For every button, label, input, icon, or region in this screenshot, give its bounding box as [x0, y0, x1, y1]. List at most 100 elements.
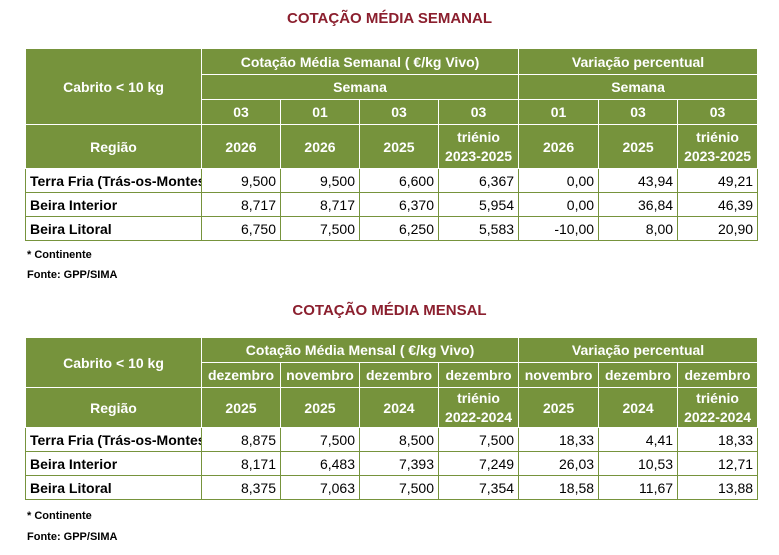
monthly-title: COTAÇÃO MÉDIA MENSAL [292, 302, 487, 319]
monthly-period-header: dezembro [437, 362, 520, 388]
value-cell: 7,500 [280, 427, 360, 452]
monthly-year-header: 2025 [280, 387, 360, 428]
weekly-table: Cabrito < 10 kg Cotação Média Semanal ( … [25, 48, 759, 241]
value-cell: 8,717 [280, 192, 360, 217]
value-cell: 5,954 [437, 192, 520, 217]
weekly-year-header: 2026 [518, 124, 600, 169]
monthly-table: Cabrito < 10 kg Cotação Média Mensal ( €… [25, 337, 759, 500]
region-cell: Beira Interior [25, 192, 202, 217]
value-cell: 9,500 [280, 168, 360, 193]
value-cell: 26,03 [518, 451, 600, 476]
value-cell: 4,41 [598, 427, 679, 452]
weekly-period-header: 01 [518, 99, 600, 125]
monthly-group-price-header: Cotação Média Mensal ( €/kg Vivo) [200, 337, 520, 363]
value-cell: 8,171 [201, 451, 281, 476]
value-cell: 8,500 [359, 427, 439, 452]
monthly-note: * Continente [27, 510, 92, 522]
value-cell: 7,393 [359, 451, 439, 476]
table-row: Beira Interior 8,717 8,717 6,370 5,954 0… [25, 192, 759, 217]
monthly-year-header: triénio 2022-2024 [437, 387, 520, 428]
value-cell: 6,483 [280, 451, 360, 476]
value-cell: 20,90 [677, 216, 759, 241]
weekly-note: * Continente [27, 249, 92, 261]
weekly-group-price-header: Cotação Média Semanal ( €/kg Vivo) [200, 48, 520, 75]
value-cell: 18,33 [518, 427, 600, 452]
weekly-period-header: 03 [677, 99, 759, 125]
value-cell: 36,84 [598, 192, 679, 217]
weekly-corner-header: Cabrito < 10 kg [25, 48, 202, 125]
weekly-group-variation-header: Variação percentual [518, 48, 759, 75]
monthly-region-header: Região [25, 387, 202, 428]
monthly-source: Fonte: GPP/SIMA [27, 531, 118, 543]
table-row: Beira Litoral 6,750 7,500 6,250 5,583 -1… [25, 216, 759, 241]
value-cell: 10,53 [598, 451, 679, 476]
weekly-period-header: 03 [359, 99, 439, 125]
value-cell: 8,375 [201, 475, 281, 500]
value-cell: 6,750 [201, 216, 281, 241]
weekly-year-header: 2026 [280, 124, 360, 169]
value-cell: 8,00 [598, 216, 679, 241]
value-cell: 7,249 [437, 451, 520, 476]
table-row: Beira Litoral 8,375 7,063 7,500 7,354 18… [25, 475, 759, 500]
monthly-group-variation-header: Variação percentual [518, 337, 759, 363]
weekly-year-header: 2026 [201, 124, 281, 169]
value-cell: 18,33 [677, 427, 759, 452]
value-cell: 6,367 [437, 168, 520, 193]
value-cell: 43,94 [598, 168, 679, 193]
weekly-period-header: 01 [280, 99, 360, 125]
value-cell: 46,39 [677, 192, 759, 217]
weekly-year-header: triénio 2023-2025 [677, 124, 759, 169]
weekly-period-header: 03 [598, 99, 679, 125]
value-cell: 6,600 [359, 168, 439, 193]
weekly-period-header: 03 [437, 99, 520, 125]
monthly-period-header: novembro [518, 362, 600, 388]
value-cell: 11,67 [598, 475, 679, 500]
value-cell: 8,717 [201, 192, 281, 217]
value-cell: 6,370 [359, 192, 439, 217]
value-cell: 0,00 [518, 192, 600, 217]
weekly-week-subheader-variation: Semana [518, 74, 759, 100]
value-cell: 5,583 [437, 216, 520, 241]
monthly-period-header: novembro [280, 362, 360, 388]
value-cell: 7,063 [280, 475, 360, 500]
weekly-source: Fonte: GPP/SIMA [27, 269, 118, 281]
value-cell: 8,875 [201, 427, 281, 452]
monthly-period-header: dezembro [201, 362, 281, 388]
monthly-year-header: 2024 [359, 387, 439, 428]
monthly-year-header: triénio 2022-2024 [677, 387, 759, 428]
weekly-year-header: 2025 [359, 124, 439, 169]
region-cell: Beira Litoral [25, 475, 202, 500]
value-cell: 6,250 [359, 216, 439, 241]
value-cell: 9,500 [201, 168, 281, 193]
value-cell: 49,21 [677, 168, 759, 193]
value-cell: 7,500 [437, 427, 520, 452]
monthly-corner-header: Cabrito < 10 kg [25, 337, 202, 388]
monthly-year-header: 2024 [598, 387, 679, 428]
table-row: Terra Fria (Trás-os-Montes) 9,500 9,500 … [25, 168, 759, 193]
value-cell: 7,500 [280, 216, 360, 241]
region-cell: Beira Litoral [25, 216, 202, 241]
value-cell: -10,00 [518, 216, 600, 241]
weekly-year-header: 2025 [598, 124, 679, 169]
region-cell: Beira Interior [25, 451, 202, 476]
weekly-period-header: 03 [201, 99, 281, 125]
value-cell: 7,354 [437, 475, 520, 500]
monthly-year-header: 2025 [201, 387, 281, 428]
monthly-period-header: dezembro [359, 362, 439, 388]
weekly-week-subheader: Semana [200, 74, 520, 100]
weekly-title: COTAÇÃO MÉDIA SEMANAL [287, 10, 492, 27]
region-cell: Terra Fria (Trás-os-Montes) [25, 168, 202, 193]
value-cell: 0,00 [518, 168, 600, 193]
value-cell: 18,58 [518, 475, 600, 500]
value-cell: 7,500 [359, 475, 439, 500]
table-row: Beira Interior 8,171 6,483 7,393 7,249 2… [25, 451, 759, 476]
monthly-period-header: dezembro [677, 362, 759, 388]
value-cell: 12,71 [677, 451, 759, 476]
weekly-region-header: Região [25, 124, 202, 169]
monthly-period-header: dezembro [598, 362, 679, 388]
region-cell: Terra Fria (Trás-os-Montes) [25, 427, 202, 452]
weekly-year-header: triénio 2023-2025 [437, 124, 520, 169]
monthly-year-header: 2025 [518, 387, 600, 428]
value-cell: 13,88 [677, 475, 759, 500]
table-row: Terra Fria (Trás-os-Montes) 8,875 7,500 … [25, 427, 759, 452]
